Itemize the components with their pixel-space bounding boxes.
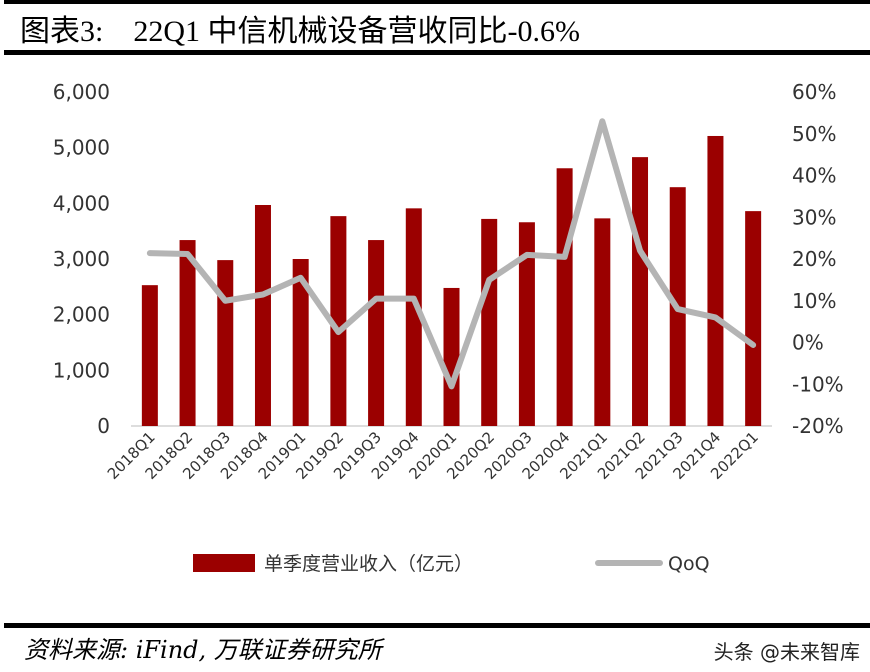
bar-2020Q2 (481, 218, 498, 426)
bar-2019Q2 (330, 216, 347, 426)
right-tick-label: 30% (792, 205, 836, 229)
bar-2018Q1 (141, 285, 158, 426)
bar-2022Q1 (745, 211, 762, 426)
bar-2020Q3 (518, 222, 535, 426)
left-tick-label: 0 (97, 414, 110, 438)
bar-2018Q2 (179, 240, 196, 426)
right-tick-label: 60% (792, 80, 836, 104)
left-tick-label: 6,000 (53, 80, 110, 104)
watermark: 头条 @未来智库 (713, 640, 860, 664)
top-rule (4, 0, 870, 4)
right-tick-label: -10% (792, 372, 844, 396)
left-tick-label: 3,000 (53, 247, 110, 271)
bar-2019Q1 (292, 259, 309, 426)
legend-line-label: QoQ (668, 553, 710, 575)
bar-2021Q2 (632, 157, 649, 426)
bar-2018Q3 (217, 260, 234, 426)
left-tick-label: 4,000 (53, 191, 110, 215)
left-tick-label: 1,000 (53, 358, 110, 382)
legend-bar-swatch (193, 554, 255, 572)
right-tick-label: 20% (792, 247, 836, 271)
title-rule (4, 50, 870, 55)
bar-2018Q4 (254, 205, 271, 426)
bar-2019Q3 (368, 240, 385, 426)
left-tick-label: 2,000 (53, 303, 110, 327)
right-tick-label: 50% (792, 122, 836, 146)
bottom-rule (4, 623, 870, 628)
source-note: 资料来源: iFind, 万联证券研究所 (24, 636, 382, 664)
bar-2020Q4 (556, 168, 573, 426)
figure-title: 图表3: 22Q1 中信机械设备营收同比-0.6% (20, 15, 580, 48)
right-tick-label: 10% (792, 289, 836, 313)
left-tick-label: 5,000 (53, 136, 110, 160)
right-tick-label: -20% (792, 414, 844, 438)
bar-2021Q4 (707, 135, 724, 426)
bar-2020Q1 (443, 287, 460, 426)
chart: 0 1,000 2,000 3,000 4,000 5,000 6,000 -20% -10% 0… (53, 80, 844, 575)
right-tick-label: 0% (792, 331, 824, 355)
right-tick-label: 40% (792, 164, 836, 188)
legend-bar-label: 单季度营业收入（亿元） (264, 553, 473, 575)
bar-2021Q1 (594, 218, 611, 426)
bar-2019Q4 (405, 208, 422, 426)
